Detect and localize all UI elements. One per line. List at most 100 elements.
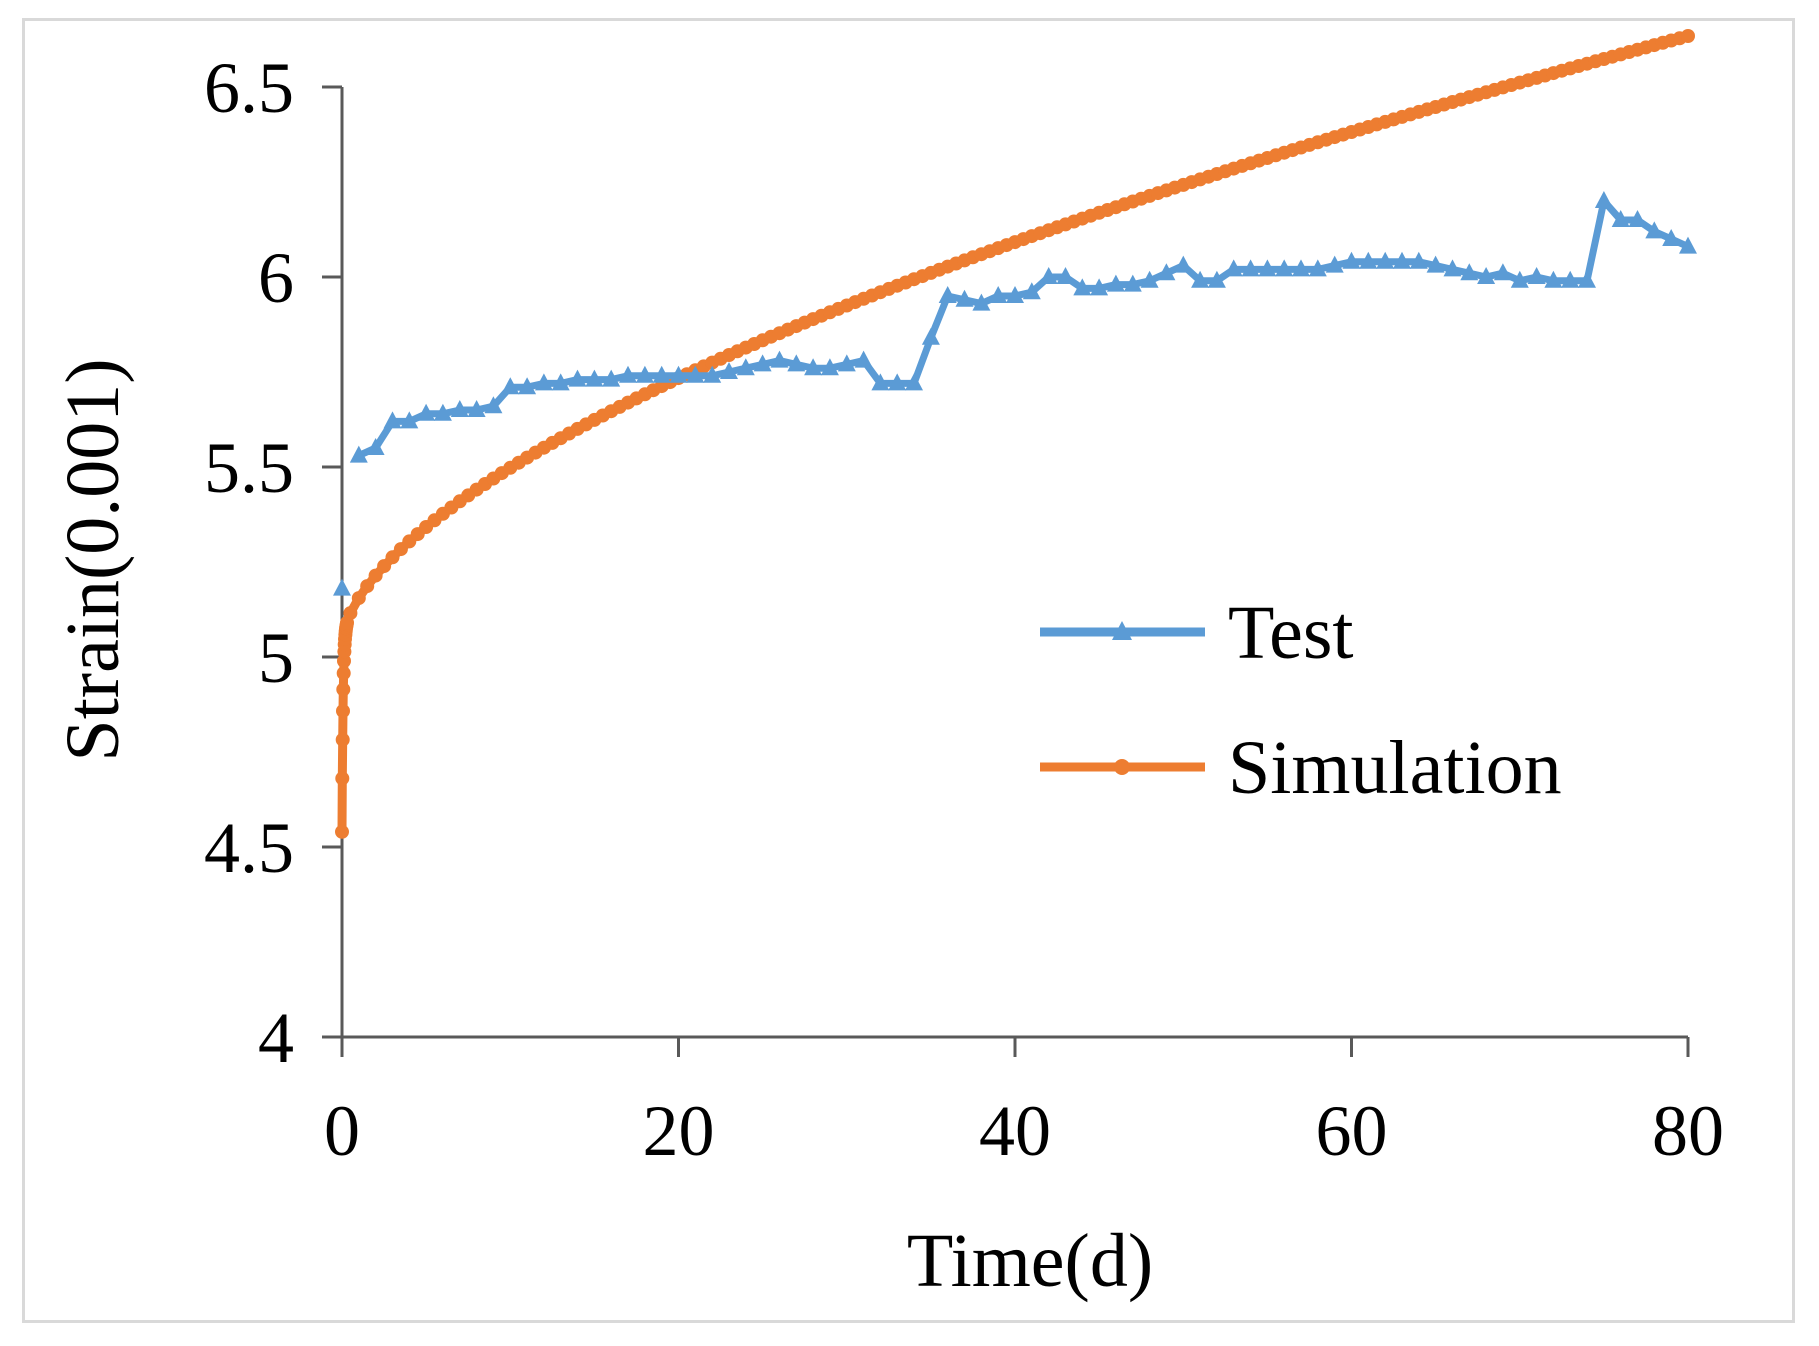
test-point: [1258, 259, 1277, 277]
simulation-point: [336, 666, 351, 681]
x-tick-label: 40: [979, 1091, 1051, 1171]
test-point: [450, 400, 469, 417]
test-point: [1393, 251, 1411, 269]
test-point: [1006, 286, 1024, 303]
test-point: [720, 362, 738, 379]
test-point: [1544, 270, 1563, 288]
test-point: [921, 327, 940, 345]
test-point: [1157, 263, 1176, 281]
legend: Test Simulation: [1040, 591, 1562, 810]
test-point: [669, 365, 688, 383]
test-point: [1426, 255, 1445, 273]
test-point: [854, 350, 873, 368]
simulation-point: [335, 771, 350, 786]
test-point: [1409, 251, 1428, 269]
test-point: [1207, 270, 1226, 288]
test-point: [703, 365, 722, 383]
test-point: [333, 578, 351, 596]
test-point: [1123, 274, 1142, 292]
test-point: [1460, 263, 1479, 281]
test-point: [1376, 251, 1395, 269]
test-point: [602, 369, 621, 387]
test-point: [467, 400, 486, 417]
test-point: [1342, 251, 1361, 269]
test-point: [1679, 236, 1697, 254]
test-point: [1493, 263, 1512, 281]
test-point: [383, 411, 402, 429]
y-tick-label: 4.5: [204, 808, 294, 888]
test-point: [1039, 267, 1058, 284]
test-point: [820, 358, 839, 376]
test-point: [635, 365, 654, 383]
test-point: [417, 403, 436, 421]
y-tick-label: 4: [258, 998, 294, 1078]
test-point: [1224, 259, 1243, 277]
chart-frame: [22, 18, 1795, 1323]
legend-marker-simulation: [1114, 759, 1130, 775]
test-point: [938, 286, 957, 303]
test-point: [753, 354, 772, 372]
test-point: [1594, 191, 1613, 208]
test-point: [1090, 278, 1109, 296]
test-point: [955, 289, 974, 307]
test-point: [770, 350, 789, 368]
test-point: [484, 396, 503, 414]
simulation-point: [336, 704, 350, 718]
series-layer: [333, 29, 1697, 839]
test-point: [1325, 255, 1344, 273]
simulation-point: [377, 559, 392, 574]
test-point: [837, 354, 856, 372]
test-point: [1174, 255, 1193, 273]
y-tick-label: 5.5: [204, 428, 294, 508]
x-ticks: 0 20 40 60 80: [324, 1037, 1724, 1171]
test-point: [804, 358, 823, 376]
axes: [340, 87, 1688, 1039]
y-tick-label: 6.5: [204, 48, 294, 128]
simulation-point: [335, 732, 350, 747]
test-point: [871, 373, 890, 391]
legend-label-simulation: Simulation: [1228, 726, 1562, 810]
test-point: [1510, 270, 1529, 288]
legend-item-simulation: Simulation: [1040, 726, 1562, 810]
legend-marker-test: [1112, 621, 1132, 640]
test-point: [1022, 282, 1041, 300]
test-point: [1477, 267, 1496, 284]
simulation-point: [351, 591, 366, 606]
test-point: [888, 373, 907, 391]
test-point: [989, 286, 1008, 303]
test-point: [1662, 229, 1681, 246]
test-point: [518, 377, 537, 395]
test-point: [1359, 251, 1378, 269]
test-point: [366, 438, 385, 455]
simulation-point: [1681, 29, 1695, 43]
y-axis-title: Strain(0.001): [51, 358, 135, 761]
simulation-point: [335, 824, 349, 839]
simulation-point: [368, 568, 383, 583]
simulation-line: [337, 31, 1690, 832]
test-point: [1275, 259, 1294, 277]
test-point: [400, 411, 419, 429]
test-point: [972, 293, 991, 311]
test-point: [349, 445, 368, 463]
test-point: [1645, 221, 1664, 239]
test-point: [686, 365, 705, 383]
test-point: [1561, 270, 1580, 288]
x-tick-label: 80: [1652, 1091, 1724, 1171]
test-point: [1191, 270, 1210, 288]
test-point: [1527, 267, 1546, 284]
legend-item-test: Test: [1040, 591, 1354, 675]
test-point: [433, 403, 452, 421]
x-tick-label: 0: [324, 1091, 360, 1171]
test-point: [1241, 259, 1260, 277]
y-tick-label: 5: [258, 618, 294, 698]
y-ticks: 4 4.5 5 5.5 6 6.5: [204, 48, 342, 1078]
test-point: [736, 358, 755, 376]
series-test: [333, 191, 1697, 596]
test-point: [1308, 259, 1327, 277]
simulation-point: [336, 682, 351, 697]
legend-label-test: Test: [1228, 591, 1354, 675]
x-tick-label: 60: [1316, 1091, 1388, 1171]
test-point: [551, 373, 570, 391]
test-point: [1578, 270, 1596, 288]
series-simulation: [335, 29, 1695, 839]
